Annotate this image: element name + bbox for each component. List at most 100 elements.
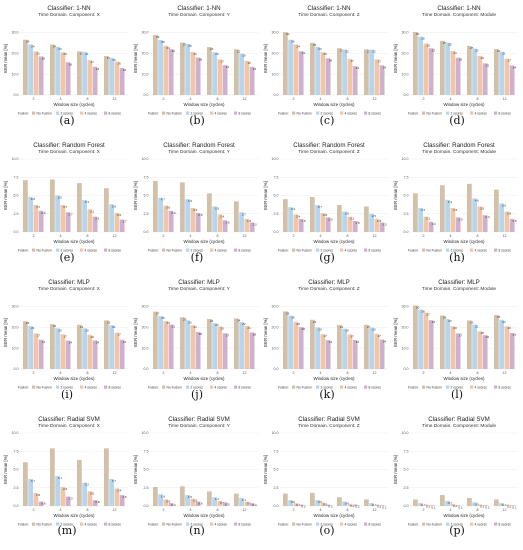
data-label: 3.3 <box>421 208 426 212</box>
bar <box>282 199 288 232</box>
data-label: 3.9 <box>502 204 507 208</box>
data-label: 20 <box>507 326 511 330</box>
bar <box>466 183 472 232</box>
bar <box>179 317 185 369</box>
legend-swatch <box>292 385 296 389</box>
x-tick-label: 4 <box>320 234 322 238</box>
data-label: 21 <box>80 51 84 55</box>
x-tick-label: 4 <box>190 97 192 101</box>
data-label: 3.6 <box>166 206 171 210</box>
data-label: 25 <box>183 317 187 321</box>
bar <box>439 185 445 232</box>
bar <box>369 327 374 369</box>
bar <box>363 49 369 95</box>
data-label: 21 <box>112 325 116 329</box>
data-label: 3.8 <box>112 204 117 208</box>
bar <box>428 320 434 369</box>
bar <box>217 59 223 95</box>
bar <box>87 334 93 369</box>
bar <box>103 448 109 506</box>
data-label: 22 <box>242 322 246 326</box>
data-label: 0.2 <box>507 505 512 509</box>
bar <box>412 193 418 232</box>
legend-label: 2 scores <box>451 111 464 115</box>
bar <box>379 65 385 95</box>
bar <box>222 220 228 232</box>
legend-swatch <box>422 385 426 389</box>
bar <box>119 219 125 232</box>
chart-subtitle: Time Domain. Component: X <box>38 286 100 292</box>
bar <box>455 505 461 506</box>
y-tick-label: 7.5 <box>274 449 279 453</box>
bar <box>195 57 201 95</box>
legend-label: No Fusion <box>297 111 312 115</box>
bar <box>119 339 125 369</box>
chart-title: Classifier: Radial SVM <box>428 416 490 423</box>
panel-caption: (o) <box>319 524 335 537</box>
y-tick-label: 10.0 <box>402 346 409 350</box>
bar <box>309 42 315 95</box>
bar <box>347 334 353 369</box>
data-label: 27 <box>156 312 160 316</box>
legend-label: 4 scores <box>345 385 358 389</box>
y-axis-label: EER mean [%] <box>133 181 138 210</box>
data-label: 18 <box>459 58 463 62</box>
y-axis-label: EER mean [%] <box>263 181 268 210</box>
bar <box>352 340 358 369</box>
data-label: 26 <box>291 40 295 44</box>
bar <box>450 207 456 232</box>
legend-swatch <box>234 248 238 252</box>
y-tick-label: 2.5 <box>144 212 149 216</box>
data-label: 14 <box>69 341 73 345</box>
data-label: 0.7 <box>448 501 453 505</box>
chart-panel: Classifier: MLP Time Domain. Component: Z… <box>262 276 392 413</box>
bar <box>374 333 380 369</box>
x-tick-label: 8 <box>217 234 219 238</box>
panel-caption: (m) <box>57 524 77 537</box>
legend-label: 8 scores <box>369 111 382 115</box>
bar <box>82 199 87 232</box>
bar <box>22 180 28 232</box>
data-label: 4.4 <box>448 200 453 204</box>
data-label: 26 <box>291 316 295 320</box>
bar <box>282 311 288 369</box>
bar <box>239 322 244 369</box>
bar <box>222 502 228 506</box>
data-label: 14 <box>356 340 360 344</box>
bar <box>65 340 71 369</box>
legend-swatch <box>292 111 296 115</box>
data-label: 3.5 <box>480 206 485 210</box>
legend-swatch <box>446 385 450 389</box>
x-tick-label: 12 <box>243 234 247 238</box>
y-tick-label: 30.0 <box>142 305 149 309</box>
legend-label: 4 scores <box>215 385 228 389</box>
bar <box>244 325 250 369</box>
x-tick-label: 2 <box>33 234 35 238</box>
bar <box>244 218 250 232</box>
chart-subtitle: Time Domain. Component: Z <box>298 286 359 292</box>
data-label: 20 <box>318 327 322 331</box>
bar <box>412 32 418 95</box>
legend-swatch <box>494 111 498 115</box>
y-tick-label: 2.5 <box>404 212 409 216</box>
x-tick-label: 4 <box>60 371 62 375</box>
bar <box>325 217 331 232</box>
y-tick-label: 10.0 <box>272 346 279 350</box>
bar <box>472 324 477 369</box>
x-tick-label: 2 <box>423 508 425 512</box>
bar <box>60 487 66 506</box>
bar <box>493 49 499 95</box>
data-label: 22 <box>172 49 176 53</box>
bar <box>320 502 326 506</box>
y-tick-label: 0.0 <box>274 504 279 508</box>
chart-subtitle: Time Domain. Component: Module <box>422 423 497 429</box>
legend-label: 2 scores <box>191 111 204 115</box>
legend-label: No Fusion <box>37 248 52 252</box>
legend-label: 8 scores <box>239 385 252 389</box>
bar <box>179 42 185 95</box>
y-tick-label: 30.0 <box>402 31 409 35</box>
